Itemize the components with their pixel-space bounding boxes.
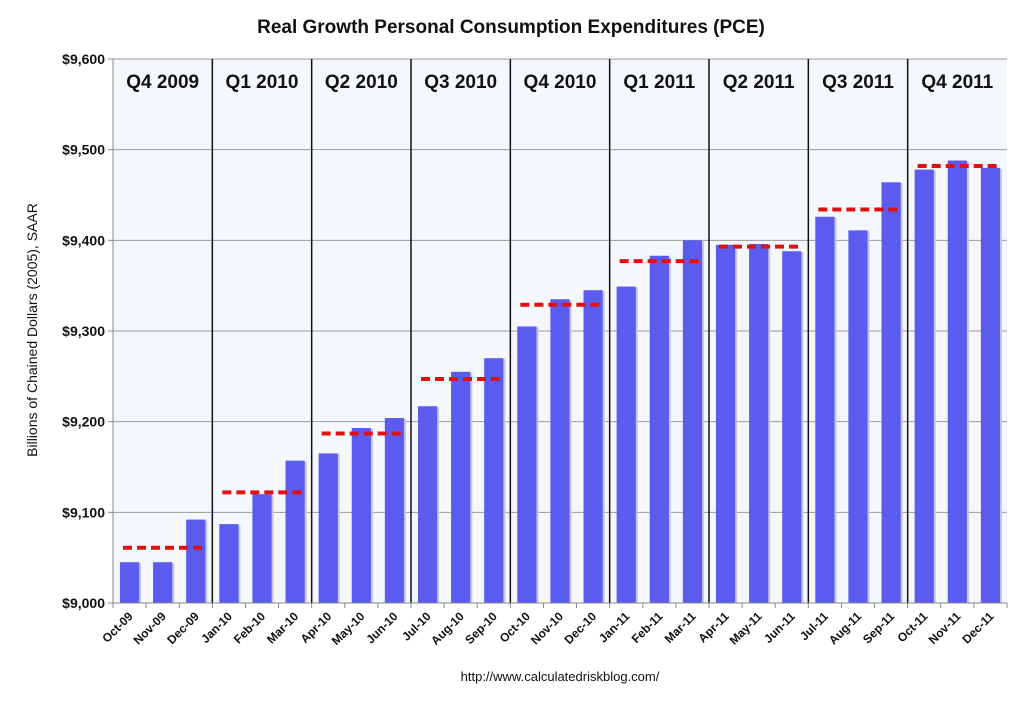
bar: [318, 453, 338, 603]
quarter-label: Q1 2011: [623, 72, 695, 93]
bar: [682, 240, 703, 604]
y-tick-label: $9,600: [62, 51, 105, 67]
y-tick-labels: $9,000 $9,100 $9,200 $9,300 $9,400 $9,500 $9,6…: [62, 51, 105, 611]
bar: [351, 428, 371, 603]
x-tick-label: Nov-11: [926, 609, 964, 647]
bar: [252, 494, 272, 603]
bar: [219, 524, 239, 603]
bar: [815, 216, 835, 603]
quarter-label: Q4 2010: [524, 72, 597, 93]
y-tick-label: $9,300: [62, 323, 105, 339]
quarter-label: Q4 2009: [126, 72, 199, 93]
quarter-label: Q2 2011: [723, 72, 795, 93]
x-tick-label: Mar-10: [264, 609, 301, 646]
bar: [119, 562, 140, 603]
bar: [616, 286, 636, 603]
x-tick-label: Apr-11: [695, 609, 732, 646]
y-tick-label: $9,000: [62, 595, 105, 611]
quarter-label: Q3 2011: [822, 72, 894, 93]
bar: [749, 243, 769, 603]
x-tick-label: Jun-10: [363, 609, 400, 646]
quarter-label: Q2 2010: [325, 72, 398, 93]
chart-title: Real Growth Personal Consumption Expendi…: [257, 17, 765, 38]
x-tick-label: Oct-09: [99, 609, 136, 646]
bar: [451, 371, 471, 603]
x-tick-label: Oct-10: [497, 609, 534, 646]
x-tick-label: Jan-10: [198, 609, 235, 646]
quarter-label: Q3 2010: [424, 72, 497, 93]
x-tick-label: Jan-11: [596, 609, 633, 646]
bar: [649, 255, 669, 603]
bar: [285, 460, 305, 603]
x-tick-labels: Oct-09Nov-09Dec-09Jan-10Feb-10Mar-10Apr-…: [99, 603, 1008, 648]
bar: [153, 562, 173, 603]
bar: [980, 167, 1001, 604]
x-tick-label: Feb-10: [231, 609, 268, 646]
x-tick-label: Aug-10: [428, 609, 467, 648]
bar: [782, 251, 802, 604]
x-tick-label: Dec-10: [562, 609, 600, 647]
y-axis-label: Billions of Chained Dollars (2005), SAAR: [24, 203, 40, 457]
bar: [517, 326, 537, 603]
quarter-label: Q4 2011: [921, 72, 993, 93]
bars: [119, 160, 1003, 604]
y-tick-label: $9,100: [62, 504, 105, 520]
x-tick-label: Apr-10: [298, 609, 335, 646]
bar: [947, 160, 967, 603]
x-tick-label: Aug-11: [826, 609, 864, 647]
bar: [848, 230, 868, 604]
x-tick-label: Nov-09: [131, 609, 169, 647]
x-tick-label: Jun-11: [761, 609, 798, 646]
bar: [914, 169, 934, 603]
x-tick-label: Mar-11: [662, 609, 699, 646]
x-tick-label: May-11: [727, 609, 765, 647]
x-tick-label: Nov-10: [528, 609, 566, 647]
quarter-label: Q1 2010: [226, 72, 299, 93]
source-url: http://www.calculatedriskblog.com/: [461, 669, 660, 684]
bar: [881, 182, 901, 603]
bar: [186, 519, 206, 603]
bar: [484, 358, 504, 603]
x-tick-label: Feb-11: [629, 609, 666, 646]
bar: [550, 299, 570, 603]
bar: [715, 244, 736, 603]
y-tick-label: $9,400: [62, 232, 105, 248]
bar: [384, 418, 405, 603]
x-tick-label: Dec-09: [164, 609, 202, 647]
y-tick-label: $9,500: [62, 142, 105, 158]
x-tick-label: Dec-11: [959, 609, 996, 646]
x-tick-label: Sep-11: [860, 609, 897, 646]
bar: [583, 290, 603, 603]
quarter-labels: Q4 2009 Q1 2010 Q2 2010 Q3 2010 Q4 2010 Q1 20…: [126, 72, 993, 93]
quarter-separators: [211, 59, 909, 603]
x-tick-label: Oct-11: [895, 609, 931, 645]
x-tick-label: Sep-10: [462, 609, 500, 647]
y-tick-label: $9,200: [62, 414, 105, 430]
x-tick-label: May-10: [329, 609, 368, 648]
bar: [417, 406, 438, 603]
